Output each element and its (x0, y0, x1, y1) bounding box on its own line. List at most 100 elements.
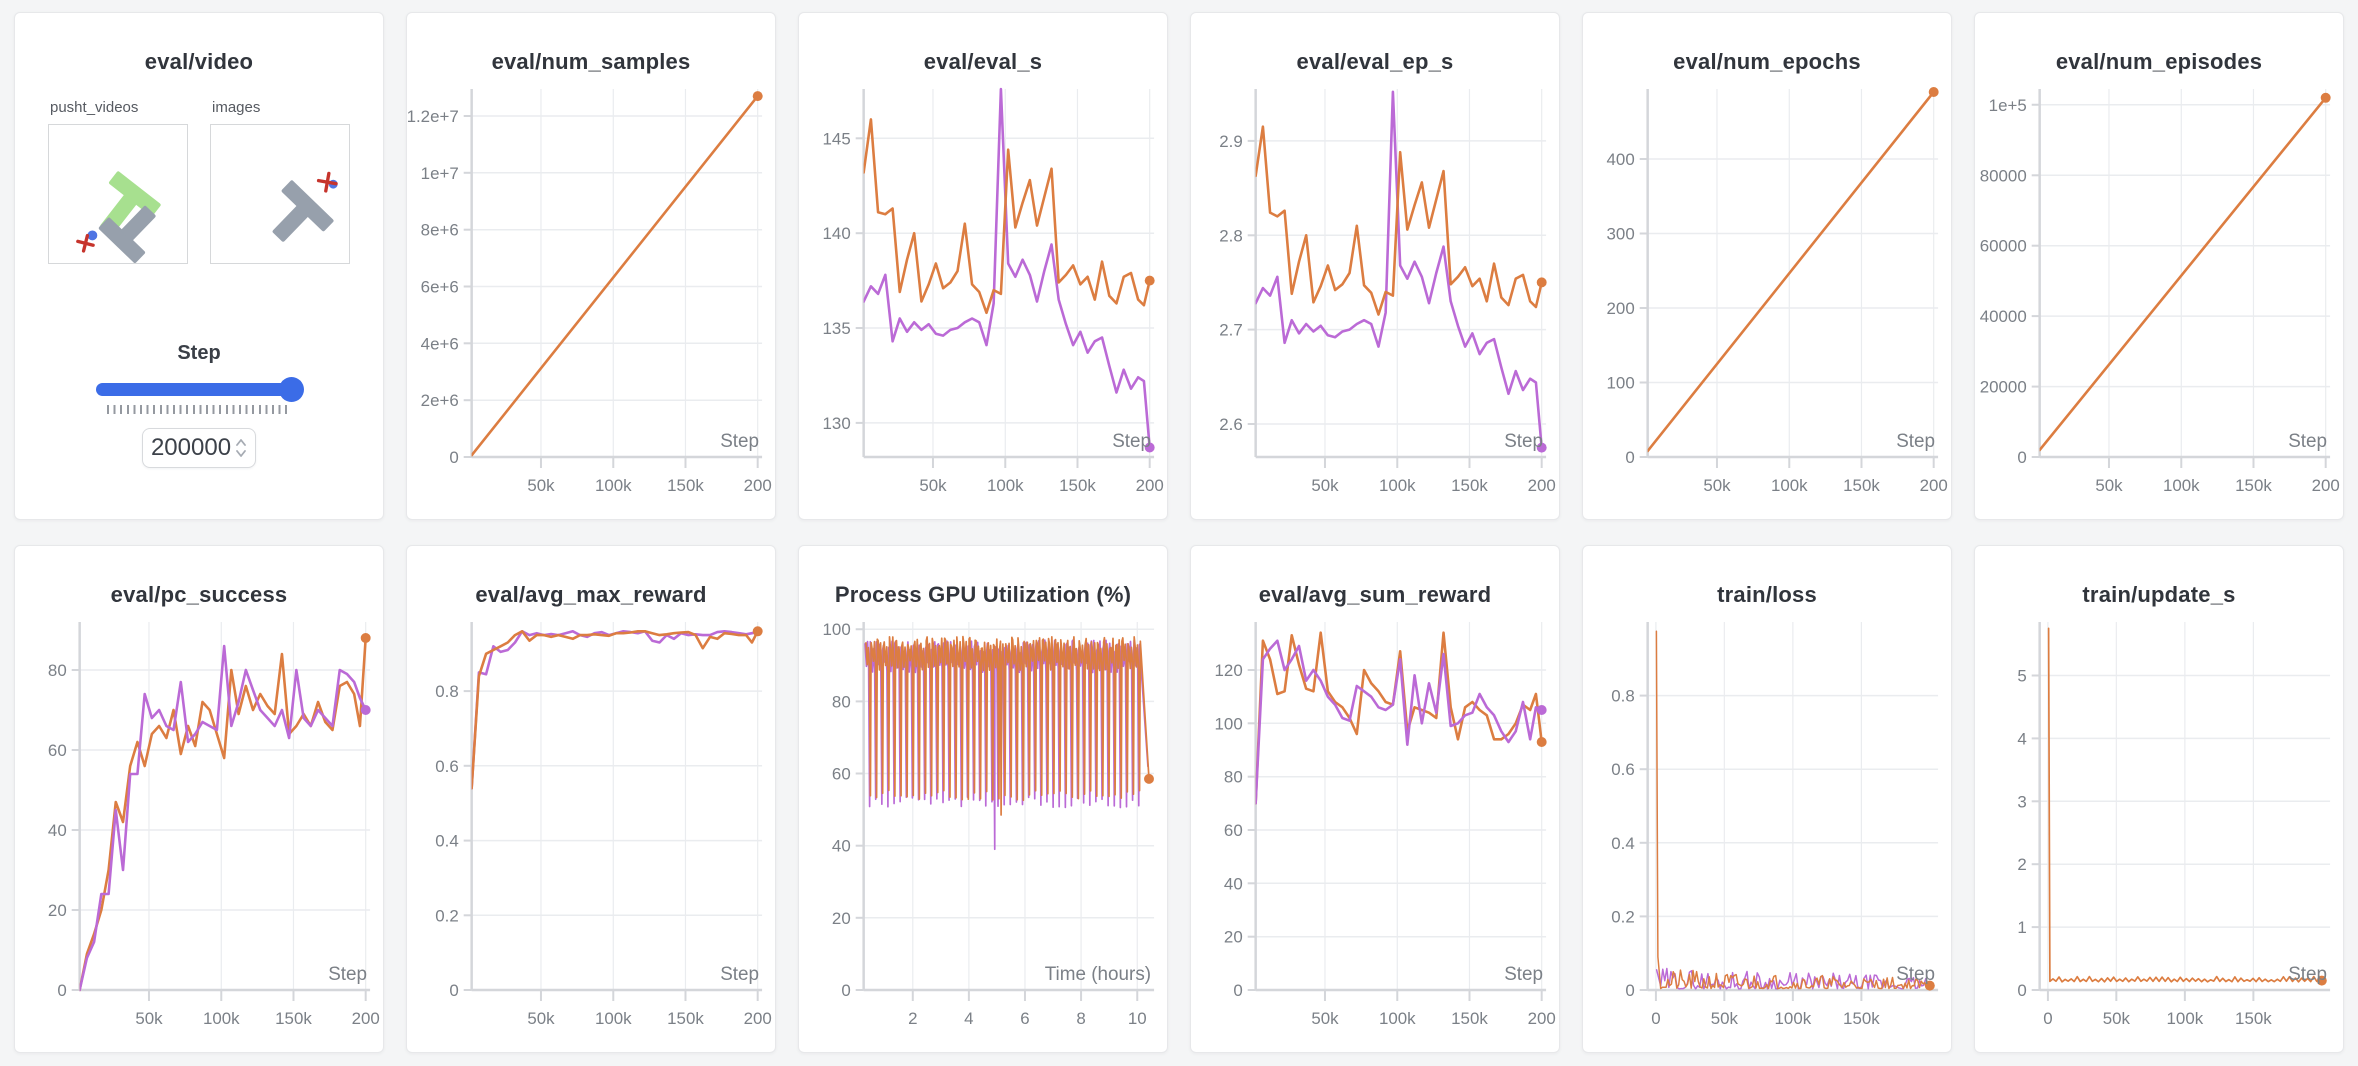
svg-text:40: 40 (832, 837, 851, 856)
svg-text:5: 5 (2017, 666, 2026, 685)
svg-text:40000: 40000 (1980, 307, 2027, 326)
svg-text:100k: 100k (595, 1009, 632, 1028)
chart-eval-num-epochs[interactable]: Step 0 100 200 300 400 50k 100k 150k 200 (1584, 79, 1950, 509)
svg-text:100k: 100k (2163, 476, 2200, 495)
svg-text:150k: 150k (2235, 476, 2272, 495)
svg-text:20: 20 (1224, 928, 1243, 947)
svg-text:2.9: 2.9 (1219, 132, 1242, 151)
svg-text:150k: 150k (1451, 1009, 1488, 1028)
panel-train-update-s: train/update_s Step 0 1 2 3 4 5 0 50k 100k 150k (1974, 545, 2344, 1053)
chart-eval-avg-max-reward[interactable]: Step 0 0.2 0.4 0.6 0.8 50k 100k 150k 200 (408, 612, 774, 1042)
svg-text:50k: 50k (919, 476, 947, 495)
svg-text:8e+6: 8e+6 (421, 221, 459, 240)
svg-text:0: 0 (2043, 1009, 2052, 1028)
chart-title: eval/num_samples (491, 49, 691, 74)
svg-text:150k: 150k (1059, 476, 1096, 495)
svg-text:2.6: 2.6 (1219, 415, 1242, 434)
step-input[interactable]: 200000 (142, 428, 256, 468)
svg-text:150k: 150k (667, 1009, 704, 1028)
chart-eval-num-episodes[interactable]: Step 0 20000 40000 60000 80000 1e+5 50k 100k 150k… (1976, 79, 2342, 509)
svg-text:300: 300 (1607, 224, 1635, 243)
svg-text:140: 140 (823, 224, 851, 243)
svg-text:0.2: 0.2 (1611, 907, 1634, 926)
panel-eval-num-samples: eval/num_samples Step 0 2e+6 4e+6 6e+6 8e+6 1e… (406, 12, 776, 520)
svg-text:200: 200 (1528, 476, 1556, 495)
chart-title: eval/eval_s (923, 49, 1043, 74)
svg-text:Step: Step (720, 964, 759, 985)
svg-text:0.4: 0.4 (1611, 834, 1634, 853)
svg-text:0: 0 (1625, 448, 1634, 467)
chart-title: eval/eval_ep_s (1296, 49, 1454, 74)
svg-text:100: 100 (823, 620, 851, 639)
step-input-value[interactable]: 200000 (150, 434, 232, 461)
chart-title: train/update_s (2082, 582, 2236, 607)
svg-text:200: 200 (1920, 476, 1948, 495)
svg-text:80: 80 (48, 661, 67, 680)
svg-text:4e+6: 4e+6 (421, 334, 459, 353)
chart-eval-eval-ep-s[interactable]: Step 2.6 2.7 2.8 2.9 50k 100k 150k 200 (1192, 79, 1558, 509)
panel-eval-avg-sum-reward: eval/avg_sum_reward Step 0 20 40 60 80 100 120 5… (1190, 545, 1560, 1053)
svg-text:6: 6 (1020, 1009, 1029, 1028)
svg-text:2: 2 (908, 1009, 917, 1028)
svg-text:Time (hours): Time (hours) (1045, 964, 1151, 985)
svg-text:60000: 60000 (1980, 237, 2027, 256)
svg-text:0.6: 0.6 (435, 757, 458, 776)
svg-text:135: 135 (823, 319, 851, 338)
svg-text:20000: 20000 (1980, 378, 2027, 397)
svg-text:100k: 100k (1379, 476, 1416, 495)
svg-text:2.7: 2.7 (1219, 321, 1242, 340)
svg-text:150k: 150k (275, 1009, 312, 1028)
svg-text:0: 0 (2017, 981, 2026, 1000)
svg-text:100k: 100k (1379, 1009, 1416, 1028)
step-slider[interactable] (96, 377, 304, 402)
chart-train-update-s[interactable]: Step 0 1 2 3 4 5 0 50k 100k 150k (1976, 612, 2342, 1042)
step-spinner-icon[interactable] (235, 436, 247, 460)
step-slider-thumb[interactable] (279, 377, 304, 402)
chart-title: train/loss (1717, 582, 1817, 607)
svg-text:40: 40 (1224, 874, 1243, 893)
step-slider-ticks (107, 405, 291, 414)
panel-eval-eval-s: eval/eval_s Step 130 135 140 145 50k 100k 150k 2… (798, 12, 1168, 520)
svg-text:50k: 50k (527, 476, 555, 495)
svg-text:0: 0 (1233, 981, 1242, 1000)
svg-text:Step: Step (720, 431, 759, 452)
svg-text:Step: Step (1504, 431, 1543, 452)
step-slider-label: Step (177, 342, 221, 364)
images-scene-drawing (272, 171, 338, 242)
chart-title: eval/avg_max_reward (475, 582, 707, 607)
svg-text:6e+6: 6e+6 (421, 277, 459, 296)
svg-text:100k: 100k (1771, 476, 1808, 495)
svg-text:0.8: 0.8 (435, 682, 458, 701)
svg-text:100k: 100k (1775, 1009, 1812, 1028)
svg-text:0: 0 (57, 981, 66, 1000)
pusht-videos-thumbnail[interactable] (48, 124, 188, 264)
images-thumbnail[interactable] (210, 124, 350, 264)
panel-eval-num-epochs: eval/num_epochs Step 0 100 200 300 400 50k 100k… (1582, 12, 1952, 520)
svg-text:50k: 50k (527, 1009, 555, 1028)
svg-text:150k: 150k (1843, 476, 1880, 495)
svg-text:Step: Step (1112, 431, 1151, 452)
svg-text:2e+6: 2e+6 (421, 391, 459, 410)
chart-train-loss[interactable]: Step 0 0.2 0.4 0.6 0.8 0 50k 100k 150k (1584, 612, 1950, 1042)
chart-title: Process GPU Utilization (%) (834, 582, 1132, 607)
svg-text:200: 200 (744, 1009, 772, 1028)
svg-text:Step: Step (328, 964, 367, 985)
svg-text:Step: Step (1504, 964, 1543, 985)
svg-text:0: 0 (1625, 981, 1634, 1000)
svg-text:3: 3 (2017, 792, 2026, 811)
panel-eval-eval-ep-s: eval/eval_ep_s Step 2.6 2.7 2.8 2.9 50k 100k 15… (1190, 12, 1560, 520)
svg-text:50k: 50k (135, 1009, 163, 1028)
chart-eval-num-samples[interactable]: Step 0 2e+6 4e+6 6e+6 8e+6 1e+7 1.2e+7 50k 100k 15… (408, 79, 774, 509)
svg-text:60: 60 (48, 741, 67, 760)
chart-title: eval/num_epochs (1673, 49, 1861, 74)
svg-text:Step: Step (1896, 964, 1935, 985)
chart-eval-eval-s[interactable]: Step 130 135 140 145 50k 100k 150k 200 (800, 79, 1166, 509)
chart-eval-avg-sum-reward[interactable]: Step 0 20 40 60 80 100 120 50k 100k 150k 200 (1192, 612, 1558, 1042)
svg-text:200: 200 (744, 476, 772, 495)
step-slider-track[interactable] (96, 383, 302, 396)
svg-text:0: 0 (841, 981, 850, 1000)
svg-text:1e+7: 1e+7 (421, 164, 459, 183)
chart-gpu-utilization[interactable]: Time (hours) 0 20 40 60 80 100 2 4 6 8 10 (800, 612, 1166, 1042)
svg-text:0: 0 (1651, 1009, 1660, 1028)
chart-eval-pc-success[interactable]: Step 0 20 40 60 80 50k 100k 150k 200 (16, 612, 382, 1042)
